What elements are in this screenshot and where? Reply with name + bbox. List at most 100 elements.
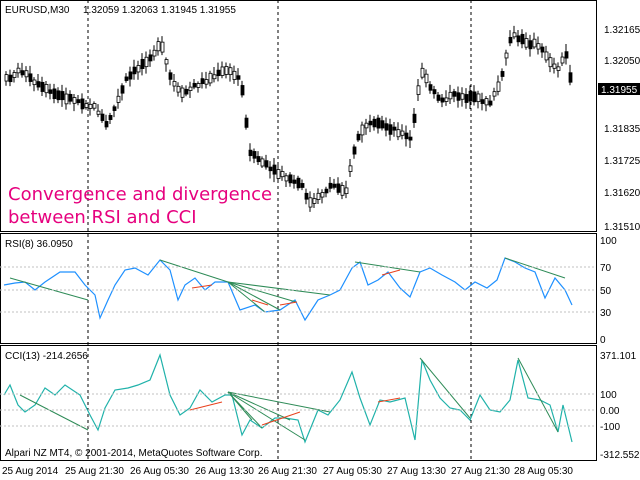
candle-body — [212, 74, 217, 80]
candle-body — [408, 136, 413, 141]
current-price: 1.31955 — [601, 85, 638, 96]
candle-body — [4, 74, 9, 82]
price-candles — [4, 25, 573, 212]
annotation-line-2: between RSI and CCI — [8, 207, 197, 228]
time-label: 27 Aug 21:30 — [451, 466, 510, 477]
rsi-level: 70 — [600, 263, 612, 274]
candle-body — [176, 85, 181, 93]
time-axis: 25 Aug 2014 25 Aug 21:30 26 Aug 05:30 26… — [2, 466, 573, 477]
candle-body — [348, 165, 353, 172]
candle-body — [260, 158, 265, 167]
candle-body — [344, 187, 349, 195]
price-tick: 1.31620 — [604, 188, 640, 199]
rsi-divergence-line — [9, 277, 89, 301]
cci-divergence-line — [377, 397, 401, 403]
candle-body — [356, 133, 361, 141]
price-pane[interactable] — [0, 0, 597, 232]
candle-body — [400, 130, 405, 136]
candle-body — [268, 166, 273, 172]
candle-body — [240, 85, 245, 96]
candle-body — [444, 97, 449, 102]
candle-body — [76, 99, 81, 104]
candle-body — [512, 32, 517, 38]
cci-polyline — [3, 353, 573, 444]
candle-body — [208, 72, 213, 84]
candle-body — [24, 70, 29, 78]
candle-body — [160, 41, 165, 53]
rsi-label: RSI(8) 36.0950 — [5, 239, 73, 250]
candle-body — [472, 91, 477, 103]
candle-body — [352, 146, 357, 155]
candle-body — [480, 99, 485, 104]
candle-body — [496, 81, 501, 92]
candle-body — [140, 58, 145, 69]
rsi-divergence-line — [251, 299, 269, 306]
cci-divergence-line — [261, 411, 301, 426]
candle-body — [536, 43, 541, 50]
rsi-level: 100 — [600, 236, 617, 247]
candle-body — [296, 177, 301, 189]
candle-body — [36, 81, 41, 88]
candle-body — [68, 93, 73, 102]
candle-body — [104, 121, 109, 128]
candle-body — [8, 74, 13, 83]
candle-body — [476, 93, 481, 103]
cci-divergence-line — [227, 391, 331, 413]
time-label: 26 Aug 13:30 — [195, 466, 254, 477]
candle-body — [112, 106, 117, 111]
candle-body — [540, 46, 545, 53]
price-tick: 1.31725 — [604, 156, 640, 167]
candle-body — [156, 41, 161, 52]
candle-body — [48, 89, 53, 94]
candle-body — [284, 175, 289, 182]
candle-body — [508, 36, 513, 44]
cci-level: -312.552 — [600, 450, 640, 461]
candle-body — [464, 94, 469, 103]
candle-body — [320, 192, 325, 198]
candle-body — [460, 93, 465, 100]
day-separators — [87, 0, 472, 461]
cci-divergence-line — [189, 401, 223, 411]
candle-body — [332, 183, 337, 188]
candle-body — [196, 83, 201, 88]
candle-body — [232, 70, 237, 80]
candle-body — [108, 115, 113, 120]
rsi-pane[interactable] — [0, 233, 597, 344]
candle-body — [280, 171, 285, 178]
candle-body — [396, 129, 401, 138]
price-tick: 1.31835 — [604, 124, 640, 135]
cci-divergence-line — [517, 357, 559, 433]
candle-body — [88, 103, 93, 109]
candle-body — [220, 66, 225, 76]
cci-divergence-line — [419, 357, 471, 419]
candle-body — [16, 67, 21, 74]
candle-body — [316, 192, 321, 200]
candle-body — [552, 63, 557, 69]
candle-body — [528, 40, 533, 50]
candle-body — [568, 72, 573, 83]
rsi-divergence-line — [227, 281, 331, 296]
rsi-divergence-line — [279, 301, 298, 306]
candle-body — [92, 103, 97, 109]
price-axis: 1.32165 1.32050 1.31835 1.31725 1.31620 … — [598, 25, 640, 233]
candle-body — [40, 81, 45, 92]
candle-body — [340, 185, 345, 196]
current-price-marker — [598, 83, 640, 95]
cci-level-lines — [0, 393, 596, 427]
candle-body — [244, 117, 249, 128]
cci-divergence-line — [19, 394, 89, 431]
candle-body — [548, 57, 553, 68]
candle-body — [272, 164, 277, 175]
candle-body — [360, 124, 365, 136]
candle-body — [236, 75, 241, 80]
rsi-divergence-lines — [9, 257, 566, 313]
cci-pane[interactable] — [0, 345, 597, 461]
candle-body — [20, 70, 25, 76]
candle-body — [168, 72, 173, 80]
rsi-axis: 100 70 50 30 0 — [600, 236, 617, 346]
candle-body — [144, 56, 149, 68]
candle-body — [388, 124, 393, 135]
candle-body — [560, 56, 565, 64]
